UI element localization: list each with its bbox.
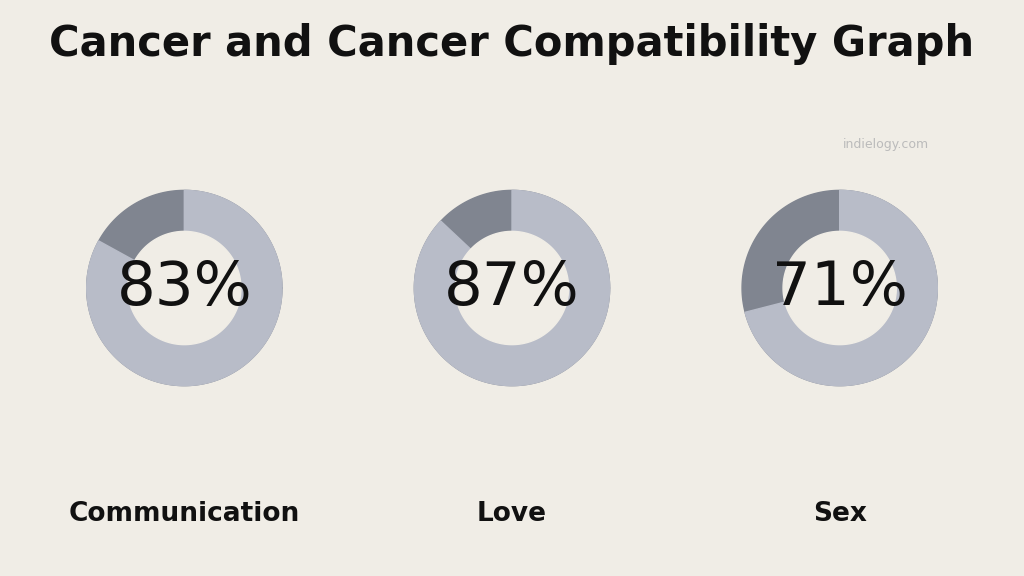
Polygon shape — [783, 232, 896, 344]
Polygon shape — [128, 232, 241, 344]
Text: Sex: Sex — [813, 501, 866, 527]
Polygon shape — [456, 232, 568, 344]
Text: Communication: Communication — [69, 501, 300, 527]
Text: indielogy.com: indielogy.com — [843, 138, 929, 151]
Polygon shape — [415, 191, 609, 385]
Polygon shape — [415, 191, 609, 385]
Polygon shape — [742, 191, 937, 385]
Text: Cancer and Cancer Compatibility Graph: Cancer and Cancer Compatibility Graph — [49, 23, 975, 65]
Text: Love: Love — [477, 501, 547, 527]
Text: 71%: 71% — [772, 259, 907, 317]
Text: 83%: 83% — [117, 259, 252, 317]
Text: 87%: 87% — [444, 259, 580, 317]
Polygon shape — [87, 191, 282, 385]
Polygon shape — [87, 191, 282, 385]
Polygon shape — [745, 191, 937, 385]
